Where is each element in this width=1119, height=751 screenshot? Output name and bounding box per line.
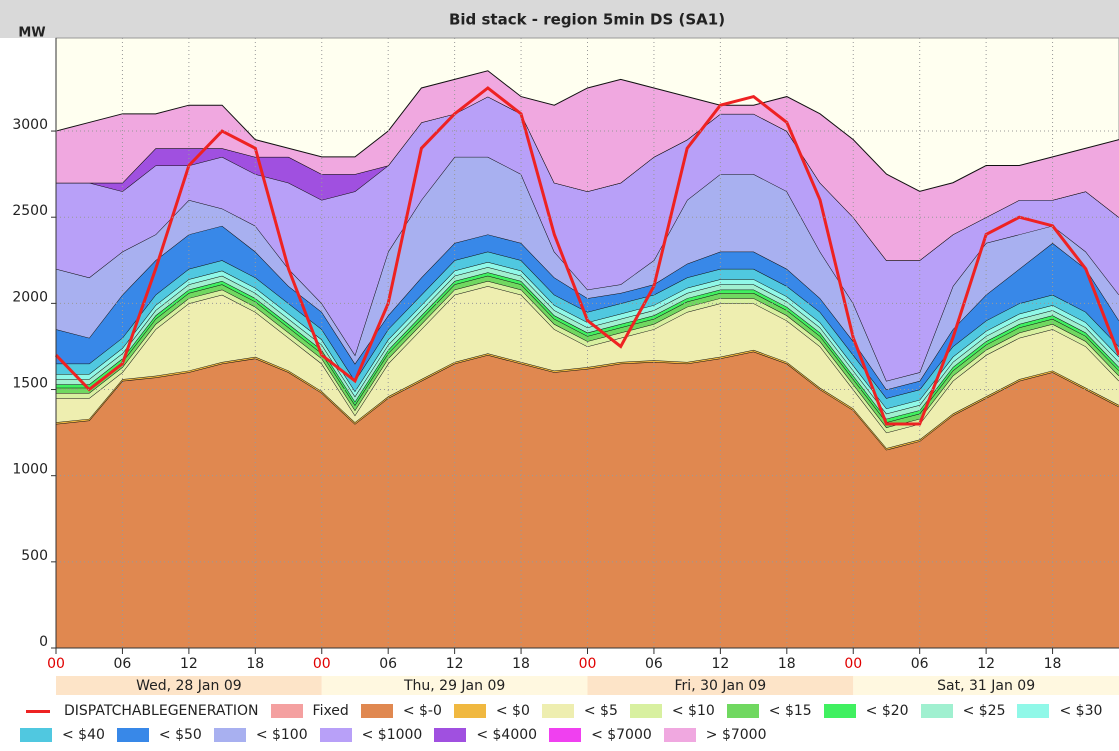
x-tick-label: 12 [446,656,464,672]
chart-title: Bid stack - region 5min DS (SA1) [449,11,725,29]
x-tick-label: 06 [114,656,132,672]
legend-label: < $20 [865,703,909,719]
day-band [321,676,588,695]
x-tick-label: 18 [778,656,796,672]
area [56,156,1119,390]
legend-swatch [726,704,759,718]
y-tick-label: 2000 [12,289,48,305]
legend-swatch [1017,704,1050,718]
legend-swatch [26,709,50,713]
x-tick-label: 06 [645,656,663,672]
legend-label: < $7000 [591,727,652,743]
legend-item: < $4000 [434,726,537,744]
legend-item: Fixed [270,702,349,720]
legend-item: < $5 [541,702,618,720]
x-tick-label: 18 [512,656,530,672]
legend-label: < $0 [495,703,530,719]
legend-item: > $7000 [663,726,767,744]
legend-swatch [319,728,352,742]
legend-label: DISPATCHABLEGENERATION [64,703,259,719]
legend-item: < $20 [823,702,909,720]
y-tick-label: 1000 [12,462,48,478]
legend-swatch [213,728,246,742]
y-tick-label: 2500 [12,203,48,219]
x-tick-label: 12 [711,656,729,672]
x-tick-label: 12 [977,656,995,672]
legend-swatch [434,728,467,742]
legend-swatch [360,704,393,718]
legend-label: < $100 [255,727,308,743]
day-band [587,676,854,695]
legend-label: < $15 [768,703,812,719]
y-tick-label: 0 [39,634,48,650]
legend-item: < $25 [920,702,1006,720]
legend: DISPATCHABLEGENERATION Fixed < $-0 < $0 < $5… [20,702,1115,744]
x-tick-label: 12 [180,656,198,672]
legend-item: < $50 [116,726,202,744]
legend-swatch [116,728,149,742]
x-tick-label: 00 [579,656,597,672]
chart: Bid stack - region 5min DS (SA1) MW 0 500… [0,0,1119,695]
area [56,286,1119,449]
legend-item: < $0 [453,702,530,720]
legend-item: < $7000 [549,726,652,744]
legend-label: < $30 [1059,703,1103,719]
legend-label: < $25 [962,703,1006,719]
legend-swatch [920,704,953,718]
day-label: Sat, 31 Jan 09 [937,678,1035,694]
y-axis-label: MW [18,26,45,41]
legend-label: Fixed [312,703,349,719]
legend-label: < $10 [671,703,715,719]
day-label: Fri, 30 Jan 09 [675,678,767,694]
day-band [56,676,322,695]
legend-swatch [549,728,582,742]
day-label: Thu, 29 Jan 09 [403,678,505,694]
legend-item: < $30 [1017,702,1102,720]
area-edge [56,266,1119,415]
legend-swatch [270,704,303,718]
legend-label: < $-0 [402,703,442,719]
area [56,70,1119,261]
legend-item: DISPATCHABLEGENERATION [20,702,259,720]
x-tick-label: 06 [379,656,397,672]
y-tick-label: 1500 [12,376,48,392]
x-tick-label: 06 [911,656,929,672]
legend-swatch [541,704,574,718]
area [56,351,1119,648]
legend-item: < $-0 [360,702,442,720]
legend-label: < $40 [62,727,105,743]
x-tick-label: 18 [246,656,264,672]
x-tick-label: 00 [844,656,862,672]
area-edge [55,70,1119,192]
legend-item: < $40 [20,726,105,744]
line [54,86,1119,426]
legend-swatch [629,704,662,718]
area [56,225,1119,399]
legend-swatch [20,728,52,742]
legend-item: < $15 [726,702,812,720]
legend-item: < $100 [213,726,308,744]
title-band [0,0,1119,38]
y-tick-label: 3000 [12,117,48,133]
legend-swatch [823,704,856,718]
day-band [853,676,1119,695]
legend-label: > $7000 [705,727,767,743]
x-tick-label: 00 [47,656,65,672]
y-tick-label: 500 [21,548,48,564]
legend-label: < $50 [158,727,202,743]
legend-label: < $1000 [361,727,423,743]
legend-label: < $5 [583,703,618,719]
x-tick-label: 00 [313,656,331,672]
legend-item: < $10 [629,702,715,720]
legend-item: < $1000 [319,726,423,744]
legend-swatch [663,728,696,742]
legend-swatch [453,704,486,718]
x-tick-label: 18 [1044,656,1062,672]
legend-label: < $4000 [476,727,538,743]
day-label: Wed, 28 Jan 09 [136,678,242,694]
